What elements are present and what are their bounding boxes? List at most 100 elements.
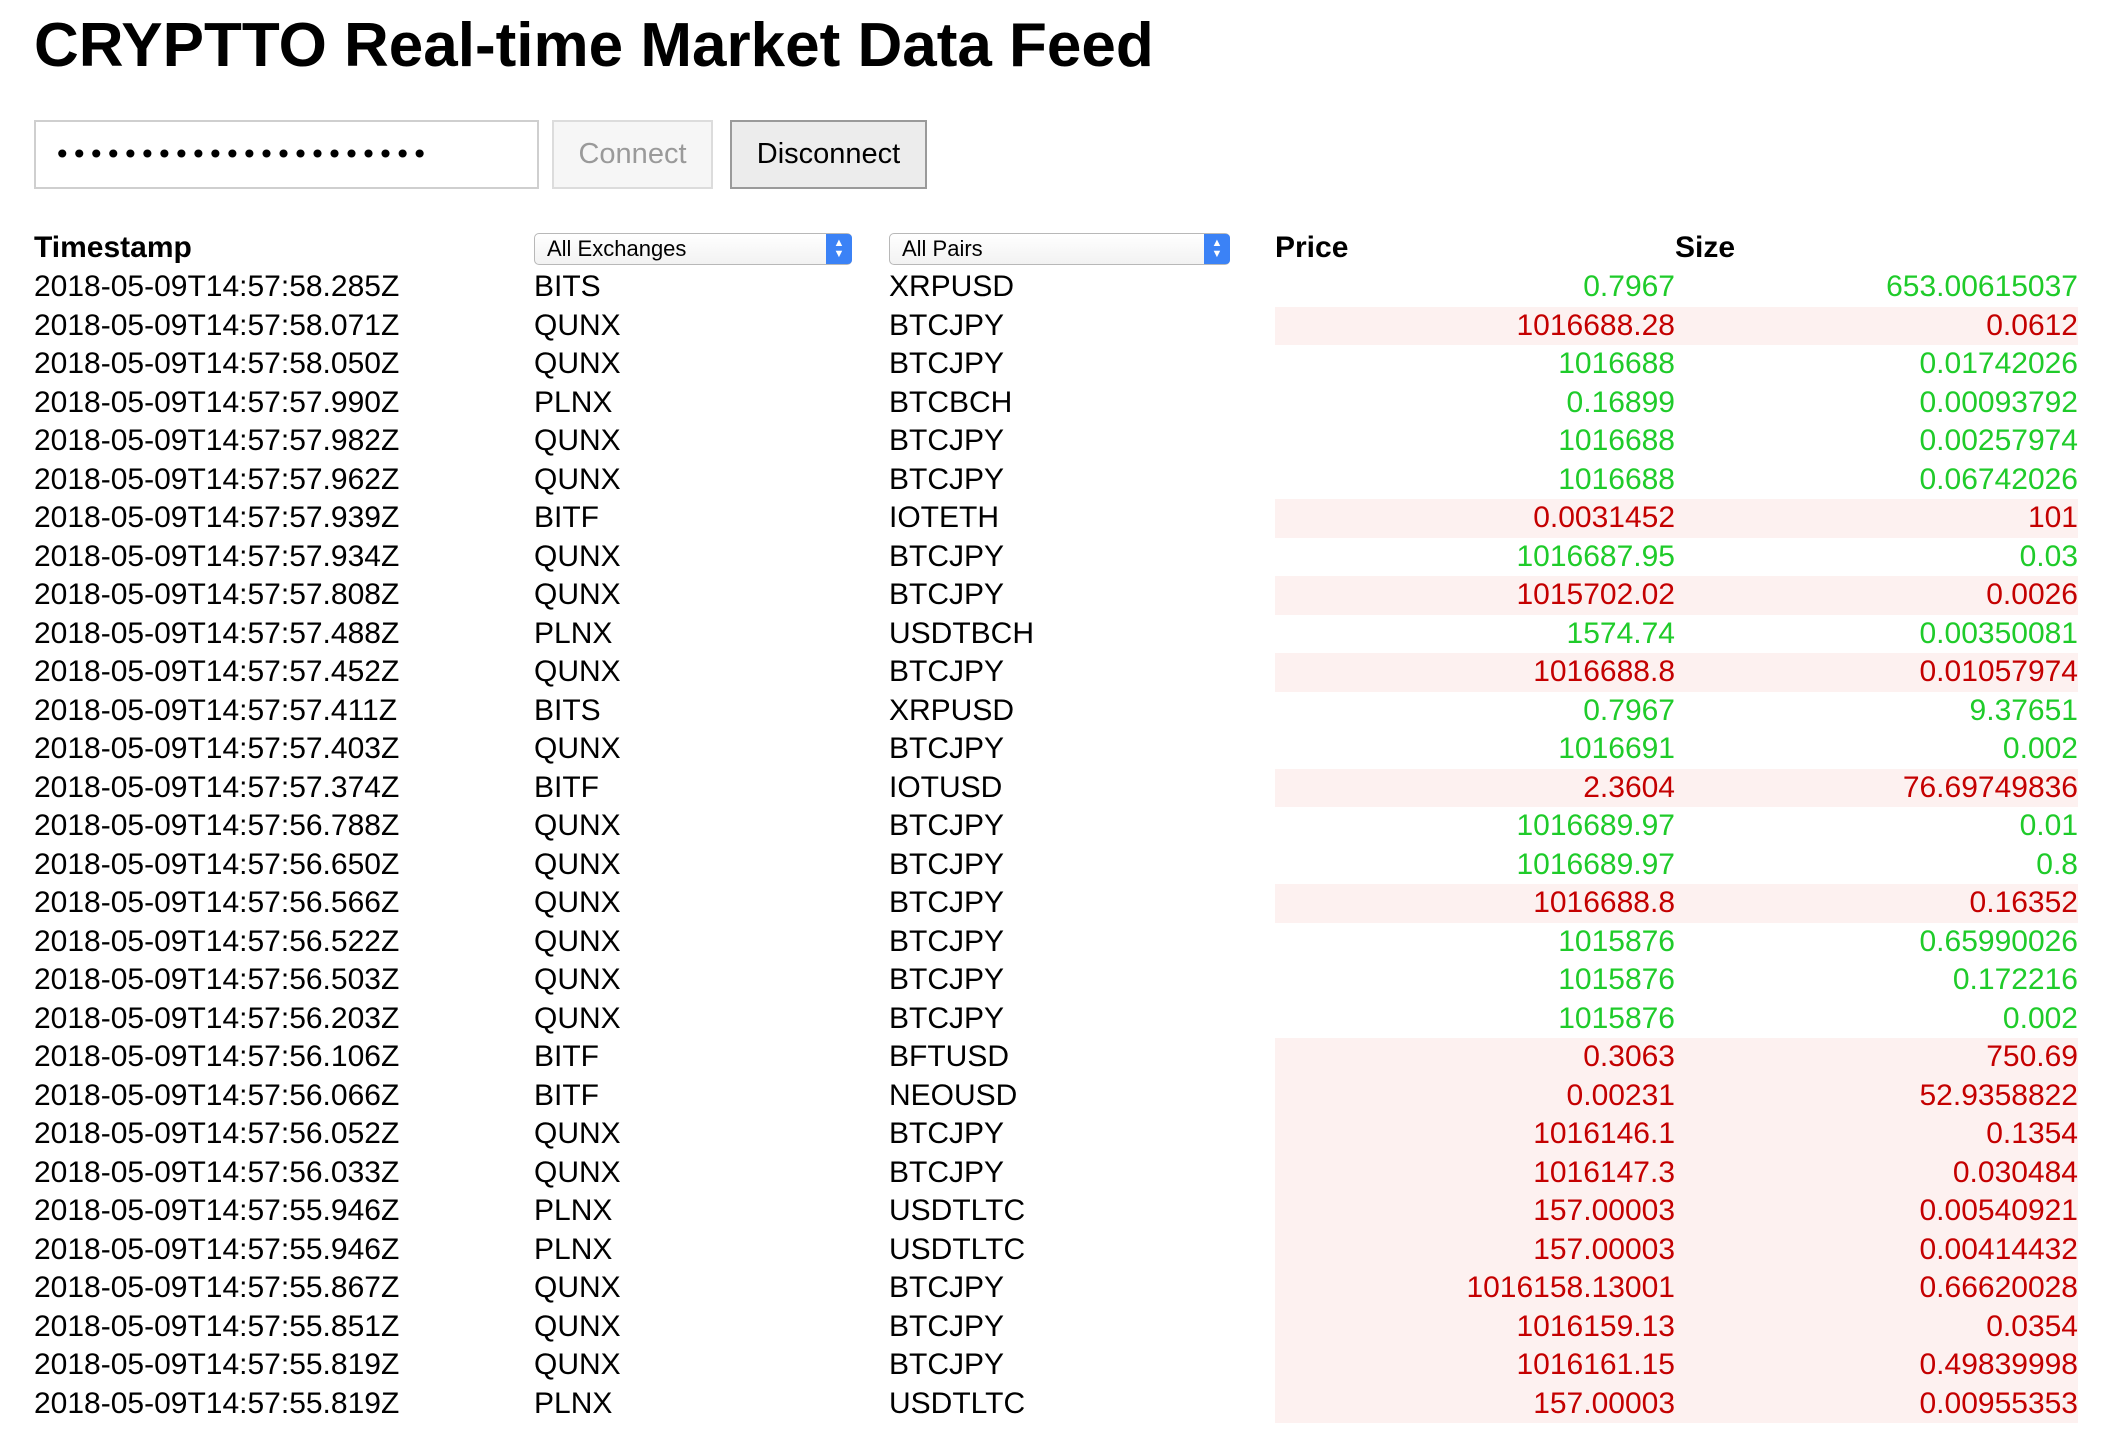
table-row: 2018-05-09T14:57:57.452Z QUNX BTCJPY 101668… [34,653,2078,692]
size-cell: 0.172216 [1952,963,2078,996]
disconnect-button[interactable]: Disconnect [730,120,927,189]
table-row: 2018-05-09T14:57:56.566Z QUNX BTCJPY 101668… [34,884,2078,923]
size-cell: 0.06742026 [1919,462,2079,496]
exchange-cell: QUNX [534,578,621,611]
select-arrows-icon: ▲ ▼ [826,233,852,264]
timestamp-cell: 2018-05-09T14:57:57.452Z [34,655,400,688]
pair-cell: BTCJPY [889,308,1005,342]
pair-cell: USDTLTC [889,1386,1026,1420]
timestamp-cell: 2018-05-09T14:57:56.503Z [34,963,400,996]
timestamp-cell: 2018-05-09T14:57:56.033Z [34,1155,400,1189]
timestamp-cell: 2018-05-09T14:57:57.934Z [34,539,400,573]
table-row: 2018-05-09T14:57:55.819Z PLNX USDTLTC 157.0… [34,1384,2078,1423]
exchange-cell: BITF [534,1078,599,1112]
price-cell: 0.00231 [1275,1076,1675,1115]
table-row: 2018-05-09T14:57:57.808Z QUNX BTCJPY 101570… [34,576,2078,615]
table-row: 2018-05-09T14:57:56.106Z BITF BFTUSD 0.3063… [34,1038,2078,1077]
timestamp-cell: 2018-05-09T14:57:57.962Z [34,462,400,496]
size-cell: 0.002 [2002,1001,2078,1035]
pair-cell: NEOUSD [889,1078,1018,1112]
timestamp-cell: 2018-05-09T14:57:56.052Z [34,1117,400,1150]
price-cell: 1016161.15 [1275,1346,1675,1385]
price-cell: 1016691 [1558,732,1675,765]
timestamp-header: Timestamp [34,230,192,264]
pair-cell: BTCJPY [889,1117,1005,1150]
pair-cell: XRPUSD [889,270,1015,303]
timestamp-cell: 2018-05-09T14:57:56.203Z [34,1001,400,1035]
exchange-cell: QUNX [534,847,621,881]
size-cell: 0.01 [2019,809,2078,842]
price-cell: 1016688.28 [1275,306,1675,345]
exchange-filter-header: All Exchanges ▲ ▼ [534,228,889,268]
table-row: 2018-05-09T14:57:58.050Z QUNX BTCJPY 101668… [34,345,2078,384]
table-row: 2018-05-09T14:57:56.522Z QUNX BTCJPY 101587… [34,923,2078,962]
pair-cell: BTCJPY [889,1309,1005,1343]
exchange-cell: QUNX [534,1155,621,1189]
pair-cell: BTCJPY [889,886,1005,919]
price-cell: 1015876 [1558,924,1675,958]
pair-cell: BTCJPY [889,539,1005,573]
timestamp-cell: 2018-05-09T14:57:57.990Z [34,385,400,419]
size-cell: 0.1354 [1675,1115,2078,1154]
price-cell: 157.00003 [1275,1192,1675,1231]
exchange-cell: QUNX [534,924,621,958]
connect-button[interactable]: Connect [552,120,713,189]
table-row: 2018-05-09T14:57:57.990Z PLNX BTCBCH 0.1689… [34,384,2078,423]
size-cell: 750.69 [1675,1038,2078,1077]
table-row: 2018-05-09T14:57:55.819Z QUNX BTCJPY 101616… [34,1346,2078,1385]
pair-filter-value: All Pairs [902,235,983,261]
pair-cell: XRPUSD [889,693,1015,727]
exchange-cell: PLNX [534,385,613,419]
size-cell: 0.0612 [1675,306,2078,345]
exchange-cell: QUNX [534,347,621,380]
price-header: Price [1275,230,1349,264]
pair-cell: BTCJPY [889,655,1005,688]
size-cell: 0.00414432 [1675,1230,2078,1269]
size-cell: 653.00615037 [1886,270,2078,303]
exchange-cell: QUNX [534,1348,621,1381]
table-row: 2018-05-09T14:57:56.503Z QUNX BTCJPY 101587… [34,961,2078,1000]
table-body: 2018-05-09T14:57:58.285Z BITS XRPUSD 0.7967… [34,268,2078,1423]
exchange-cell: QUNX [534,1001,621,1035]
size-cell: 0.65990026 [1919,924,2079,958]
size-header: Size [1675,230,1736,264]
exchange-filter-value: All Exchanges [547,235,687,261]
table-row: 2018-05-09T14:57:57.374Z BITF IOTUSD 2.3604… [34,768,2078,807]
timestamp-cell: 2018-05-09T14:57:57.403Z [34,732,400,765]
pair-cell: BTCJPY [889,1271,1005,1304]
price-cell: 1015876 [1558,963,1675,996]
timestamp-cell: 2018-05-09T14:57:56.650Z [34,847,400,881]
price-cell: 157.00003 [1275,1384,1675,1423]
pair-cell: BTCJPY [889,1155,1005,1189]
table-row: 2018-05-09T14:57:57.982Z QUNX BTCJPY 101668… [34,422,2078,461]
timestamp-cell: 2018-05-09T14:57:58.285Z [34,270,400,303]
pair-cell: BTCJPY [889,847,1005,881]
exchange-cell: PLNX [534,1194,613,1227]
price-cell: 1016689.97 [1516,809,1676,842]
pair-cell: IOTUSD [889,770,1003,804]
table-header-row: Timestamp All Exchanges ▲ ▼ All Pairs ▲ ▼ … [34,228,2078,268]
size-cell: 0.00093792 [1919,385,2079,419]
pair-cell: BTCJPY [889,1348,1005,1381]
size-cell: 0.00257974 [1919,424,2079,457]
exchange-cell: BITS [534,693,601,727]
price-cell: 1016146.1 [1275,1115,1675,1154]
pair-cell: BTCJPY [889,809,1005,842]
pair-cell: BTCJPY [889,1001,1005,1035]
price-cell: 2.3604 [1275,768,1675,807]
size-cell: 52.9358822 [1675,1076,2078,1115]
exchange-cell: PLNX [534,1232,613,1266]
exchange-cell: BITF [534,770,599,804]
exchange-cell: QUNX [534,1271,621,1304]
select-arrows-icon: ▲ ▼ [1204,233,1230,264]
timestamp-cell: 2018-05-09T14:57:57.982Z [34,424,400,457]
timestamp-cell: 2018-05-09T14:57:56.066Z [34,1078,400,1112]
size-cell: 0.00350081 [1919,616,2079,650]
table-row: 2018-05-09T14:57:56.052Z QUNX BTCJPY 101614… [34,1115,2078,1154]
exchange-filter-select[interactable]: All Exchanges ▲ ▼ [534,232,852,265]
pair-cell: BTCJPY [889,732,1005,765]
price-cell: 0.16899 [1566,385,1675,419]
pair-filter-select[interactable]: All Pairs ▲ ▼ [889,232,1230,265]
size-cell: 76.69749836 [1675,768,2078,807]
api-token-input[interactable] [34,120,539,189]
